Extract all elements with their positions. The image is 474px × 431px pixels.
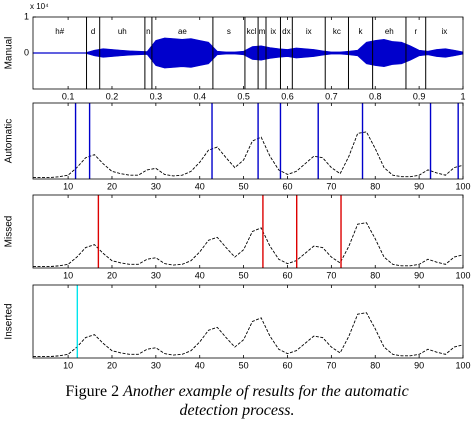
segment-label: n (146, 27, 150, 36)
segment-label: ix (270, 27, 276, 36)
segment-label: r (414, 27, 417, 36)
x-tick-label: 0.3 (150, 91, 163, 101)
x-tick-label: 10 (63, 181, 73, 191)
x-tick-label: 20 (107, 270, 117, 280)
x-tick-label: 60 (282, 360, 292, 370)
x-tick-label: 70 (326, 270, 336, 280)
x-tick-label: 10 (63, 270, 73, 280)
x-tick-label: 50 (239, 360, 249, 370)
x-tick-label: 0.2 (106, 91, 119, 101)
x-tick-label: 80 (370, 181, 380, 191)
x-tick-label: 90 (414, 181, 424, 191)
x-tick-label: 0.7 (325, 91, 338, 101)
x-tick-label: 60 (282, 270, 292, 280)
curve (33, 222, 464, 267)
x-tick-label: 20 (107, 181, 117, 191)
segment-label: ae (178, 27, 187, 36)
x-tick-label: 90 (414, 270, 424, 280)
segment-label: dx (282, 27, 290, 36)
segment-label: ix (306, 27, 312, 36)
axes-box (32, 16, 464, 90)
y-axis-label: Missed (4, 216, 15, 248)
segment-label: m (259, 27, 266, 36)
y-axis-label: Inserted (4, 303, 15, 339)
x-tick-label: 40 (195, 270, 205, 280)
x-tick-label: 30 (151, 360, 161, 370)
caption: Figure 2 Another example of results for … (57, 382, 417, 420)
x-tick-label: 70 (326, 181, 336, 191)
segment-label: ix (441, 27, 447, 36)
x-tick-label: 80 (370, 360, 380, 370)
axes-box (32, 194, 464, 269)
segment-label: kcl (247, 27, 257, 36)
axes-box (32, 284, 464, 359)
x-tick-label: 1 (460, 91, 465, 101)
x-tick-label: 40 (195, 360, 205, 370)
x-tick-label: 100 (455, 270, 470, 280)
y-tick-label: 0 (24, 47, 29, 57)
segment-label: d (91, 27, 95, 36)
segment-label: eh (385, 27, 394, 36)
x-tick-label: 30 (151, 270, 161, 280)
x-tick-label: 0.4 (193, 91, 206, 101)
x-tick-label: 0.1 (62, 91, 75, 101)
x-tick-label: 70 (326, 360, 336, 370)
segment-label: uh (118, 27, 127, 36)
plot-area (33, 285, 463, 358)
segment-label: k (359, 27, 364, 36)
y-axis-label: Automatic (4, 119, 15, 163)
x-tick-label: 100 (455, 181, 470, 191)
curve (33, 131, 464, 178)
segment-label: h# (55, 27, 64, 36)
x-tick-label: 90 (414, 360, 424, 370)
segment-label: s (227, 27, 231, 36)
x-tick-label: 0.8 (369, 91, 382, 101)
plot-area (33, 103, 463, 179)
x-tick-label: 0.9 (413, 91, 426, 101)
multiplier-label: x 10⁴ (30, 2, 49, 11)
caption-number: Figure 2 (65, 383, 120, 400)
curve (33, 312, 464, 357)
y-axis-label: Manual (4, 37, 15, 70)
axes-box (32, 102, 464, 180)
x-tick-label: 100 (455, 360, 470, 370)
x-tick-label: 40 (195, 181, 205, 191)
plot-area (33, 195, 463, 268)
x-tick-label: 50 (239, 270, 249, 280)
caption-text: Another example of results for the autom… (123, 383, 409, 419)
x-tick-label: 20 (107, 360, 117, 370)
segment-label: kc (333, 27, 341, 36)
y-tick-label: 1 (24, 11, 29, 21)
x-tick-label: 0.6 (281, 91, 294, 101)
x-tick-label: 10 (63, 360, 73, 370)
x-tick-label: 60 (282, 181, 292, 191)
x-tick-label: 50 (239, 181, 249, 191)
x-tick-label: 30 (151, 181, 161, 191)
x-tick-label: 0.5 (237, 91, 250, 101)
x-tick-label: 80 (370, 270, 380, 280)
